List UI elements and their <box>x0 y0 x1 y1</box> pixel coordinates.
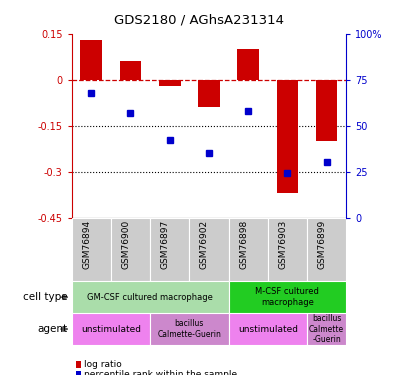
Text: GSM76898: GSM76898 <box>239 219 248 268</box>
Text: M-CSF cultured
macrophage: M-CSF cultured macrophage <box>256 288 319 307</box>
Bar <box>228 217 268 281</box>
Bar <box>277 80 298 193</box>
Text: GSM76903: GSM76903 <box>279 219 287 268</box>
Text: GSM76899: GSM76899 <box>318 219 327 268</box>
Text: cell type: cell type <box>23 292 68 302</box>
Bar <box>150 313 228 345</box>
Text: GSM76897: GSM76897 <box>161 219 170 268</box>
Text: unstimulated: unstimulated <box>81 325 141 334</box>
Text: GDS2180 / AGhsA231314: GDS2180 / AGhsA231314 <box>114 13 284 26</box>
Text: GSM76902: GSM76902 <box>200 219 209 268</box>
Text: GSM76894: GSM76894 <box>82 219 91 268</box>
Bar <box>228 313 307 345</box>
Bar <box>228 281 346 313</box>
Text: bacillus
Calmette-Guerin: bacillus Calmette-Guerin <box>157 320 221 339</box>
Bar <box>72 281 228 313</box>
Bar <box>189 217 228 281</box>
Text: percentile rank within the sample: percentile rank within the sample <box>84 370 237 375</box>
Text: agent: agent <box>37 324 68 334</box>
Text: GSM76900: GSM76900 <box>121 219 131 268</box>
Bar <box>307 217 346 281</box>
Bar <box>111 217 150 281</box>
Bar <box>72 313 150 345</box>
Text: unstimulated: unstimulated <box>238 325 298 334</box>
Text: log ratio: log ratio <box>84 360 121 369</box>
Bar <box>159 80 181 86</box>
Bar <box>150 217 189 281</box>
Bar <box>80 40 102 80</box>
Bar <box>72 217 111 281</box>
Bar <box>120 62 141 80</box>
Bar <box>307 313 346 345</box>
Bar <box>316 80 338 141</box>
Bar <box>237 49 259 80</box>
Bar <box>198 80 220 107</box>
Text: bacillus
Calmette
-Guerin: bacillus Calmette -Guerin <box>309 314 344 344</box>
Text: GM-CSF cultured macrophage: GM-CSF cultured macrophage <box>87 292 213 302</box>
Bar <box>268 217 307 281</box>
